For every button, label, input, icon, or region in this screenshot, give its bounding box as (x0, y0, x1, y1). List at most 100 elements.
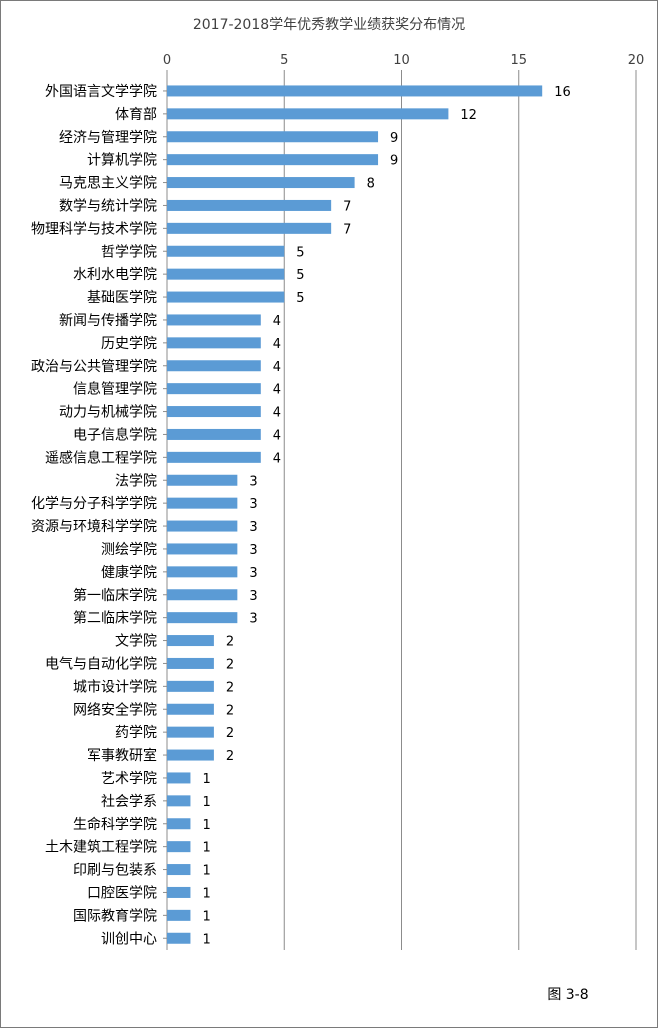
data-label: 4 (273, 428, 281, 443)
data-label: 4 (273, 406, 281, 421)
data-label: 1 (202, 795, 210, 810)
category-label: 经济与管理学院 (59, 130, 157, 146)
category-label: 体育部 (115, 107, 157, 123)
data-label: 4 (273, 383, 281, 398)
bar (167, 680, 214, 692)
bar (167, 657, 214, 669)
bar (167, 131, 379, 143)
data-label: 3 (249, 543, 257, 558)
category-label: 电子信息学院 (73, 426, 157, 443)
bar (167, 154, 379, 166)
bar (167, 337, 261, 349)
data-label: 5 (296, 268, 304, 283)
bar (167, 108, 449, 120)
bar (167, 428, 261, 440)
category-label: 测绘学院 (101, 542, 157, 558)
bar (167, 177, 355, 189)
bar (167, 932, 191, 944)
data-label: 1 (202, 772, 210, 787)
category-label: 动力与机械学院 (59, 405, 157, 421)
bar (167, 85, 543, 97)
data-label: 4 (273, 360, 281, 375)
bar (167, 909, 191, 921)
data-label: 2 (226, 680, 234, 695)
bar (167, 245, 285, 257)
figure-caption: 图 3-8 (547, 987, 588, 1003)
data-label: 3 (249, 612, 257, 627)
x-axis-ticks: 0 5 10 15 20 (163, 53, 644, 68)
bar (167, 314, 261, 326)
category-label: 物理科学与技术学院 (31, 221, 157, 237)
data-label: 1 (202, 841, 210, 856)
category-label: 药学院 (115, 725, 157, 741)
bar (167, 772, 191, 784)
bar (167, 268, 285, 280)
data-label: 3 (249, 497, 257, 512)
x-tick-label: 15 (510, 53, 527, 68)
category-label: 第一临床学院 (73, 587, 157, 604)
category-label: 土木建筑工程学院 (45, 840, 157, 856)
category-label: 计算机学院 (87, 153, 157, 169)
category-label: 文学院 (115, 634, 157, 650)
bar (167, 703, 214, 715)
category-label: 哲学学院 (101, 244, 157, 260)
data-label: 9 (390, 154, 398, 169)
data-label: 3 (249, 520, 257, 535)
category-label: 资源与环境科学学院 (31, 519, 157, 535)
data-label: 12 (460, 108, 477, 123)
bar (167, 291, 285, 303)
bar (167, 795, 191, 807)
bar (167, 726, 214, 738)
category-label: 新闻与传播学院 (59, 313, 157, 329)
bar (167, 543, 238, 555)
bar (167, 841, 191, 853)
bar (167, 566, 238, 578)
category-label: 印刷与包装系 (73, 863, 157, 879)
data-label: 1 (202, 818, 210, 833)
category-label: 数学与统计学院 (59, 198, 157, 214)
bar (167, 635, 214, 647)
bar (167, 497, 238, 509)
data-label: 2 (226, 726, 234, 741)
category-label: 历史学院 (101, 336, 157, 352)
data-label: 5 (296, 291, 304, 306)
category-label: 基础医学院 (87, 289, 157, 306)
data-label: 2 (226, 749, 234, 764)
x-tick-label: 10 (393, 53, 410, 68)
category-label: 军事教研室 (87, 747, 157, 764)
category-label: 遥感信息工程学院 (45, 449, 157, 466)
data-label: 4 (273, 314, 281, 329)
data-label: 9 (390, 131, 398, 146)
bar (167, 474, 238, 486)
chart-title: 2017-2018学年优秀教学业绩获奖分布情况 (193, 16, 465, 33)
data-label: 7 (343, 199, 351, 214)
bar (167, 451, 261, 463)
category-label: 生命科学学院 (73, 816, 157, 833)
bar (167, 360, 261, 372)
bar (167, 406, 261, 418)
data-label: 3 (249, 566, 257, 581)
data-label: 8 (367, 177, 375, 192)
x-tick-label: 20 (628, 53, 645, 68)
bar (167, 589, 238, 601)
category-label: 水利水电学院 (73, 267, 157, 283)
bar (167, 612, 238, 624)
category-label: 国际教育学院 (73, 908, 157, 924)
bar (167, 749, 214, 761)
category-label: 信息管理学院 (73, 381, 157, 398)
data-label: 4 (273, 451, 281, 466)
category-labels: 外国语言文学学院体育部经济与管理学院计算机学院马克思主义学院数学与统计学院物理科… (31, 84, 167, 947)
category-label: 训创中心 (101, 931, 157, 947)
category-label: 法学院 (115, 473, 157, 489)
category-label: 化学与分子科学学院 (31, 496, 157, 512)
data-label: 1 (202, 864, 210, 879)
category-label: 电气与自动化学院 (45, 656, 157, 672)
data-label: 1 (202, 909, 210, 924)
data-label: 3 (249, 474, 257, 489)
bar (167, 886, 191, 898)
data-label: 2 (226, 657, 234, 672)
data-label: 16 (554, 85, 571, 100)
bar (167, 520, 238, 532)
data-label: 5 (296, 245, 304, 260)
